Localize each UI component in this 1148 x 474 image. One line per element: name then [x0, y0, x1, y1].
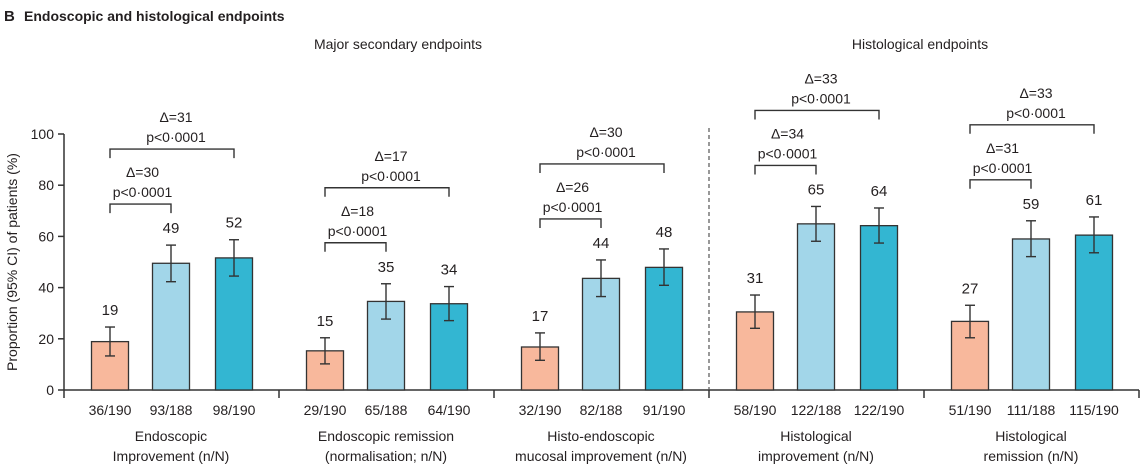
delta-label: Δ=18: [341, 203, 374, 219]
delta-label: Δ=26: [556, 179, 589, 195]
data-label: 65: [808, 181, 825, 198]
section-heading-major: Major secondary endpoints: [314, 36, 482, 52]
delta-label: Δ=34: [771, 125, 804, 141]
group-label: (normalisation; n/N): [325, 448, 447, 464]
group-label: Histo-endoscopic: [547, 428, 654, 444]
data-label: 48: [656, 224, 673, 241]
panel-title: Endoscopic and histological endpoints: [24, 8, 285, 24]
group-label: Endoscopic remission: [318, 428, 454, 444]
comparison-bracket: [109, 148, 235, 159]
p-value-label: p<0·0001: [113, 184, 173, 200]
delta-label: Δ=30: [589, 124, 622, 140]
panel-label: B: [4, 8, 15, 25]
y-tick-label: 0: [46, 382, 54, 398]
p-value-label: p<0·0001: [543, 199, 603, 215]
group-label: Improvement (n/N): [113, 448, 230, 464]
data-label: 44: [593, 235, 610, 252]
comparison-bracket: [754, 109, 880, 120]
delta-label: Δ=30: [126, 164, 159, 180]
y-tick-label: 40: [38, 280, 54, 296]
delta-label: Δ=33: [804, 70, 837, 86]
delta-label: Δ=17: [374, 148, 407, 164]
comparison-bracket: [109, 203, 172, 214]
data-label: 52: [226, 215, 243, 232]
p-value-label: p<0·0001: [1006, 105, 1066, 121]
data-label: 19: [102, 302, 119, 319]
data-label: 35: [378, 259, 395, 276]
group-label: Histological: [780, 428, 852, 444]
p-value-label: p<0·0001: [791, 90, 851, 106]
delta-label: Δ=33: [1019, 85, 1052, 101]
y-tick-label: 20: [38, 331, 54, 347]
n-label: 122/190: [854, 402, 905, 418]
comparison-bracket: [324, 242, 387, 252]
comparison-bracket: [969, 124, 1095, 134]
data-label: 59: [1023, 196, 1040, 213]
n-label: 91/190: [643, 402, 686, 418]
comparison-bracket: [539, 163, 665, 173]
y-axis-label: Proportion (95% CI) of patients (%): [4, 153, 20, 371]
p-value-label: p<0·0001: [973, 160, 1033, 176]
delta-label: Δ=31: [986, 140, 1019, 156]
comparison-bracket: [324, 187, 450, 197]
bar: [859, 224, 899, 391]
data-label: 34: [441, 262, 458, 279]
group-label: mucosal improvement (n/N): [515, 448, 687, 464]
bar: [644, 266, 684, 391]
p-value-label: p<0·0001: [328, 223, 388, 239]
n-label: 64/190: [428, 402, 471, 418]
n-label: 111/188: [1007, 402, 1056, 418]
y-tick-label: 80: [38, 177, 54, 193]
bar: [796, 223, 836, 391]
p-value-label: p<0·0001: [146, 129, 206, 145]
n-label: 58/190: [734, 402, 777, 418]
bar: [214, 257, 254, 391]
n-label: 98/190: [213, 402, 256, 418]
n-label: 115/190: [1069, 402, 1119, 418]
comparison-bracket: [969, 179, 1032, 189]
data-label: 31: [747, 270, 764, 287]
bar: [1011, 238, 1051, 391]
data-label: 17: [532, 308, 549, 325]
data-label: 61: [1086, 192, 1103, 209]
n-label: 32/190: [519, 402, 562, 418]
p-value-label: p<0·0001: [758, 145, 818, 161]
n-label: 122/188: [791, 402, 842, 418]
bar: [151, 262, 191, 391]
group-label: remission (n/N): [984, 448, 1079, 464]
p-value-label: p<0·0001: [361, 168, 421, 184]
y-tick-label: 100: [31, 126, 55, 142]
n-label: 36/190: [89, 402, 132, 418]
group-label: improvement (n/N): [758, 448, 874, 464]
data-label: 49: [163, 220, 180, 237]
p-value-label: p<0·0001: [576, 144, 636, 160]
delta-label: Δ=31: [159, 109, 192, 125]
n-label: 93/188: [150, 402, 193, 418]
n-label: 82/188: [580, 402, 623, 418]
comparison-bracket: [539, 218, 602, 228]
comparison-bracket: [754, 164, 817, 175]
section-heading-histological: Histological endpoints: [852, 36, 988, 52]
group-label: Endoscopic: [135, 428, 207, 444]
data-label: 27: [962, 280, 979, 297]
n-label: 51/190: [949, 402, 992, 418]
bar: [1074, 234, 1114, 391]
n-label: 29/190: [304, 402, 347, 418]
y-tick-label: 60: [38, 228, 54, 244]
data-label: 64: [871, 183, 888, 200]
n-label: 65/188: [365, 402, 408, 418]
group-label: Histological: [995, 428, 1067, 444]
data-label: 15: [317, 313, 334, 330]
